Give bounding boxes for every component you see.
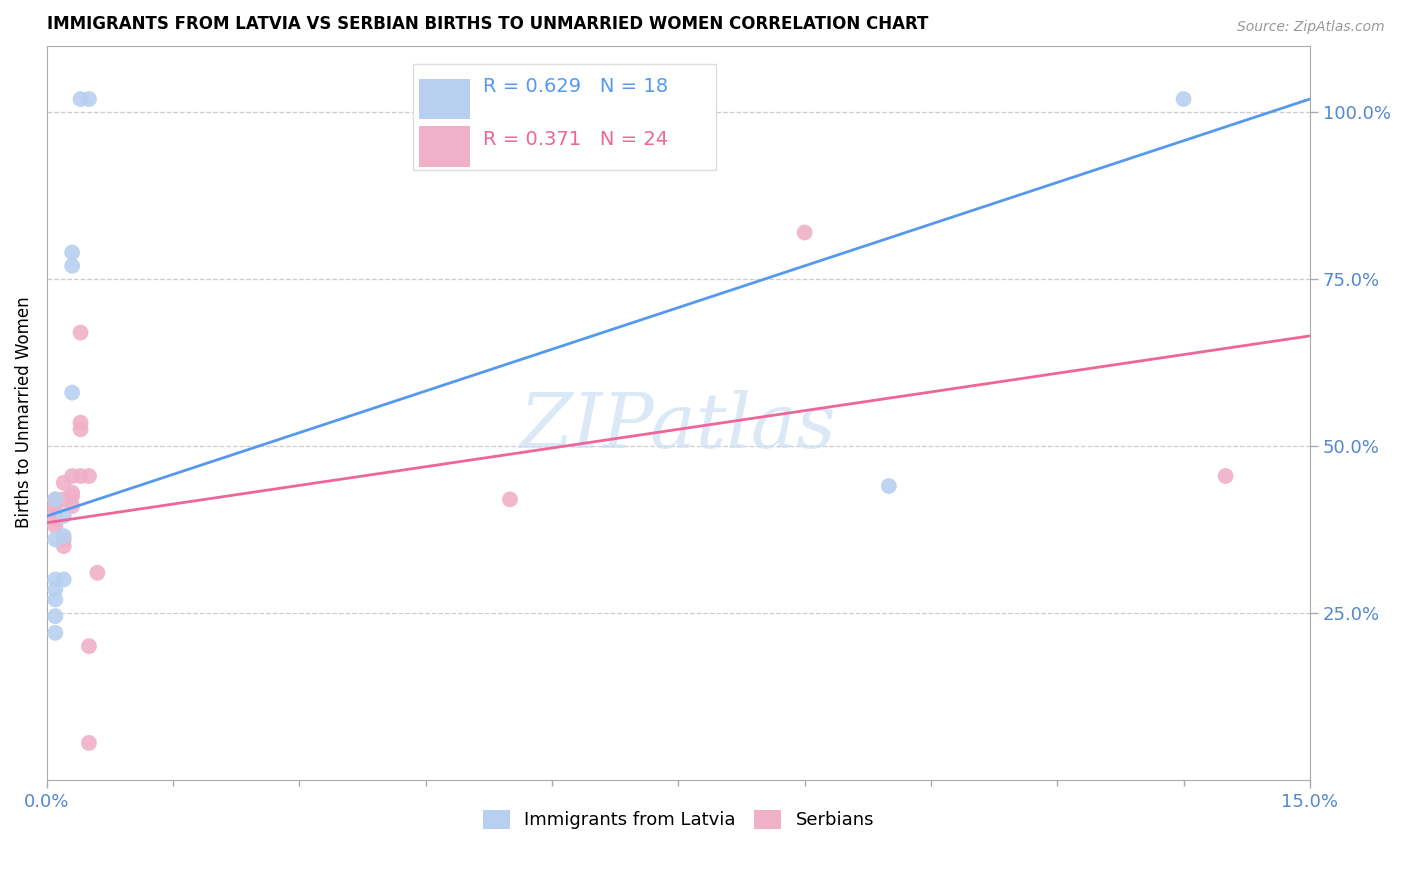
Point [52, 509, 75, 524]
Point [793, 226, 815, 240]
Point [52, 529, 75, 543]
Point [52, 533, 75, 547]
Text: IMMIGRANTS FROM LATVIA VS SERBIAN BIRTHS TO UNMARRIED WOMEN CORRELATION CHART: IMMIGRANTS FROM LATVIA VS SERBIAN BIRTHS… [46, 15, 928, 33]
Point [44, 492, 66, 507]
Y-axis label: Births to Unmarried Women: Births to Unmarried Women [15, 297, 32, 528]
Point [60, 489, 83, 503]
Point [44, 609, 66, 624]
Point [44, 499, 66, 513]
Point [60, 499, 83, 513]
Point [44, 533, 66, 547]
Point [86, 566, 108, 580]
Point [52, 492, 75, 507]
Point [44, 582, 66, 597]
Point [69, 92, 91, 106]
Point [60, 469, 83, 483]
Point [77, 469, 100, 483]
Point [44, 519, 66, 533]
Point [1173, 92, 1195, 106]
Point [44, 573, 66, 587]
Legend: Immigrants from Latvia, Serbians: Immigrants from Latvia, Serbians [475, 803, 882, 837]
Point [1215, 469, 1237, 483]
Text: Source: ZipAtlas.com: Source: ZipAtlas.com [1237, 20, 1385, 34]
Point [77, 639, 100, 653]
Point [69, 469, 91, 483]
Point [44, 512, 66, 526]
Point [626, 92, 648, 106]
Point [60, 385, 83, 400]
Point [52, 539, 75, 553]
Point [877, 479, 900, 493]
Point [60, 485, 83, 500]
Text: R = 0.629   N = 18: R = 0.629 N = 18 [482, 77, 668, 95]
Point [44, 592, 66, 607]
FancyBboxPatch shape [419, 127, 470, 167]
Text: R = 0.371   N = 24: R = 0.371 N = 24 [482, 130, 668, 149]
Point [77, 736, 100, 750]
Point [52, 475, 75, 490]
Point [60, 259, 83, 273]
FancyBboxPatch shape [413, 64, 716, 170]
Point [499, 492, 522, 507]
Point [69, 422, 91, 436]
Point [77, 92, 100, 106]
Point [60, 245, 83, 260]
Point [44, 625, 66, 640]
Point [44, 492, 66, 507]
Point [69, 326, 91, 340]
Point [69, 416, 91, 430]
FancyBboxPatch shape [419, 78, 470, 119]
Text: ZIPatlas: ZIPatlas [520, 391, 837, 465]
Point [52, 573, 75, 587]
Point [44, 506, 66, 520]
